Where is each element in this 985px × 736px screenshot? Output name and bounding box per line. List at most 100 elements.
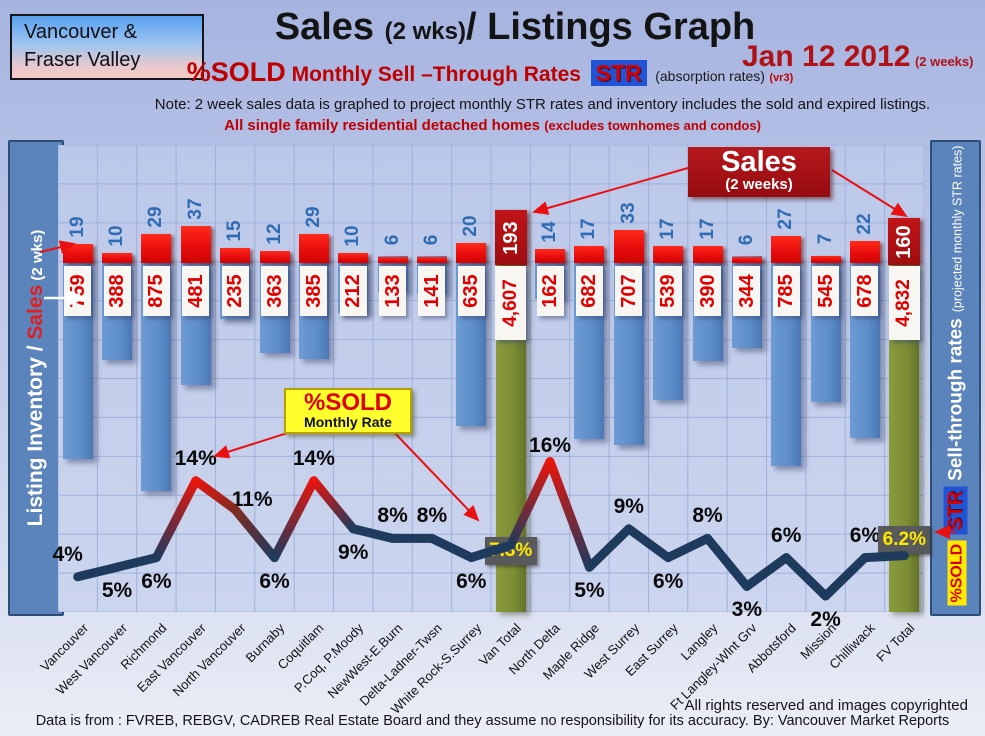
inventory-label-box bbox=[221, 266, 249, 316]
inventory-label-box bbox=[888, 266, 920, 340]
region-logo-box: Vancouver & Fraser Valley bbox=[10, 14, 204, 80]
inventory-label-box bbox=[457, 266, 485, 316]
subtitle: %SOLD Monthly Sell –Through Rates STR (a… bbox=[186, 57, 794, 87]
sales-bar bbox=[653, 246, 684, 263]
sales-bar bbox=[298, 234, 329, 263]
sales-bar bbox=[259, 251, 290, 263]
inventory-value: 875 bbox=[145, 274, 168, 308]
inventory-label-box bbox=[103, 266, 131, 316]
str-percent-label: 8% bbox=[416, 504, 448, 528]
str-percent-label: 6% bbox=[141, 569, 172, 593]
inventory-value: 539 bbox=[657, 274, 680, 308]
sales-value: 19 bbox=[66, 216, 88, 238]
sales-value: 20 bbox=[460, 215, 482, 237]
sales-bar bbox=[613, 230, 644, 263]
sales-value: 33 bbox=[617, 202, 639, 224]
x-axis-label: East Vancouver bbox=[133, 620, 209, 696]
scope-text: All single family residential detached h… bbox=[224, 117, 761, 134]
sales-value: 27 bbox=[775, 208, 797, 230]
sales-value: 29 bbox=[145, 206, 167, 228]
inventory-value: 682 bbox=[578, 274, 601, 308]
str-percent-label: 5% bbox=[101, 579, 133, 603]
sales-value: 6 bbox=[735, 234, 757, 246]
sales-bar bbox=[849, 241, 880, 263]
inventory-label-box bbox=[615, 266, 643, 316]
inventory-label-box bbox=[339, 266, 367, 316]
str-percent-label: 4% bbox=[52, 542, 83, 566]
copyright-text: All rights reserved and images copyright… bbox=[684, 697, 968, 714]
total-sales-box bbox=[494, 210, 527, 265]
str-badge: STR bbox=[590, 60, 647, 86]
inventory-value: 759 bbox=[66, 274, 89, 308]
inventory-label-box bbox=[182, 266, 210, 316]
inventory-value: 390 bbox=[696, 274, 719, 308]
sales-bar bbox=[456, 243, 487, 263]
sales-value: 17 bbox=[578, 218, 600, 240]
total-sales-box bbox=[888, 218, 921, 265]
inventory-label-box bbox=[300, 266, 328, 316]
str-percent-label: 11% bbox=[231, 487, 273, 511]
inventory-label-box bbox=[261, 266, 288, 316]
sales-value: 10 bbox=[342, 225, 364, 247]
inventory-value: 212 bbox=[342, 274, 365, 308]
inventory-value: 545 bbox=[814, 274, 837, 308]
inventory-value: 385 bbox=[302, 274, 325, 308]
inventory-value: 388 bbox=[106, 274, 129, 308]
str-total-value-box: 6.2% bbox=[878, 525, 931, 554]
inventory-value: 785 bbox=[775, 274, 798, 308]
sales-bar bbox=[102, 253, 133, 263]
sales-value: 17 bbox=[696, 218, 718, 240]
total-sales-value: 160 bbox=[893, 224, 916, 259]
sales-value: 14 bbox=[539, 221, 561, 243]
inventory-label-box bbox=[851, 266, 879, 316]
inventory-value: 481 bbox=[184, 274, 207, 308]
inventory-value: 4,607 bbox=[499, 279, 521, 327]
inventory-value: 133 bbox=[381, 274, 404, 308]
sales-value: 10 bbox=[106, 225, 128, 247]
sales-bar bbox=[377, 257, 408, 263]
x-axis-label: North Vancouver bbox=[169, 620, 249, 700]
logo-line2: Fraser Valley bbox=[24, 49, 141, 71]
data-source-text: Data is from : FVREB, REBGV, CADREB Real… bbox=[35, 713, 950, 729]
str-percent-label: 8% bbox=[692, 504, 723, 528]
inventory-value: 141 bbox=[420, 274, 443, 308]
str-percent-label: 6% bbox=[456, 569, 487, 593]
sales-bar bbox=[141, 234, 172, 263]
sales-bar bbox=[180, 226, 211, 263]
inventory-value: 162 bbox=[539, 274, 562, 308]
sales-bar bbox=[771, 236, 802, 263]
sales-bar bbox=[338, 253, 369, 263]
inventory-label-box bbox=[812, 266, 840, 316]
report-date: Jan 12 2012 (2 weeks) bbox=[742, 40, 974, 73]
x-axis-label: FV Total bbox=[873, 620, 918, 665]
sales-value: 7 bbox=[814, 233, 836, 245]
subtitle-sold: %SOLD bbox=[186, 57, 286, 87]
sales-bar bbox=[416, 257, 447, 263]
total-sales-value: 193 bbox=[499, 220, 522, 255]
str-percent-label: 6% bbox=[259, 569, 290, 593]
inventory-value: 4,832 bbox=[893, 279, 915, 327]
str-percent-label: 14% bbox=[292, 446, 335, 470]
sales-value: 12 bbox=[263, 223, 285, 245]
title-2wks: (2 wks) bbox=[384, 18, 466, 45]
str-percent-label: 14% bbox=[174, 446, 217, 470]
inventory-value: 678 bbox=[853, 274, 876, 308]
inventory-label-box bbox=[142, 266, 170, 316]
str-percent-label: 9% bbox=[338, 540, 369, 564]
sales-bar bbox=[220, 248, 251, 263]
sales-bar bbox=[810, 256, 841, 263]
sales-value: 22 bbox=[853, 213, 875, 235]
inventory-label-box bbox=[379, 266, 407, 316]
str-percent-label: 5% bbox=[574, 579, 605, 603]
sales-bar bbox=[692, 246, 723, 263]
inventory-value: 344 bbox=[735, 274, 758, 308]
str-percent-label: 9% bbox=[613, 494, 644, 518]
inventory-label-box bbox=[733, 266, 761, 316]
inventory-label-box bbox=[772, 266, 800, 316]
inventory-label-box bbox=[694, 266, 721, 316]
inventory-value: 635 bbox=[460, 274, 483, 308]
inventory-value: 707 bbox=[617, 274, 640, 308]
str-total-value-box: 7.3% bbox=[484, 537, 537, 566]
